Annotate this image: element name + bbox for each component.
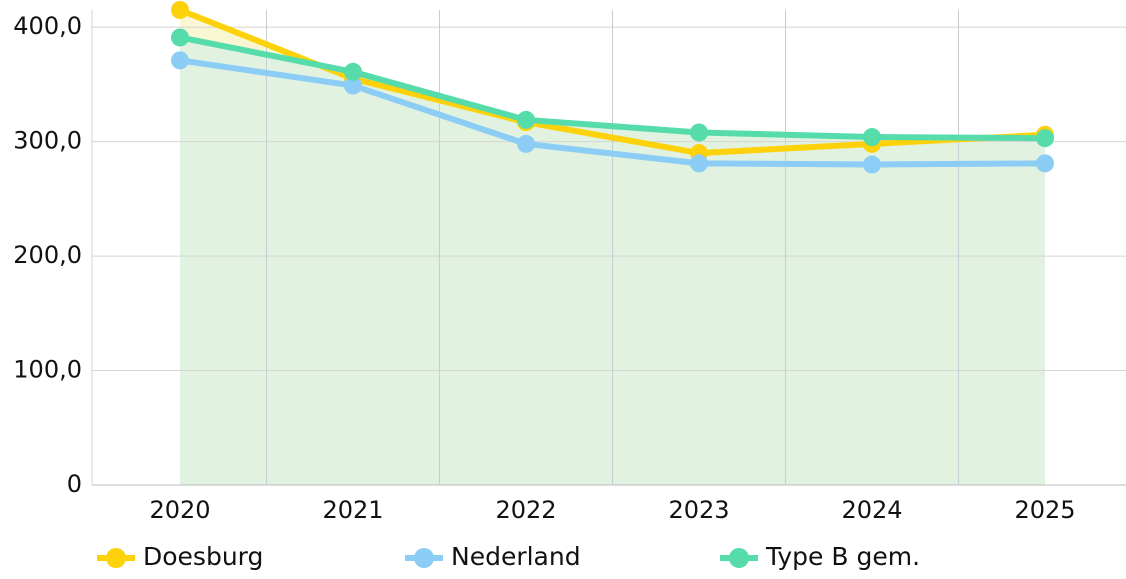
series-line [179, 34, 1046, 142]
y-tick-label: 200,0 [13, 241, 82, 269]
point [517, 110, 535, 129]
y-tick-label: 300,0 [13, 127, 82, 155]
x-tick-label: 2024 [841, 496, 902, 524]
x-tick-label: 2025 [1014, 496, 1075, 524]
legend-label: Type B gem. [765, 542, 920, 571]
point [344, 62, 362, 81]
point [171, 28, 189, 47]
point [863, 155, 881, 174]
legend-marker [106, 548, 126, 568]
point [690, 123, 708, 142]
y-tick-label: 0 [67, 470, 82, 498]
x-tick-label: 2023 [668, 496, 729, 524]
series-line [179, 57, 1046, 168]
point [1036, 154, 1054, 173]
x-tick-label: 2020 [149, 496, 210, 524]
x-tick-label: 2022 [495, 496, 556, 524]
point [690, 154, 708, 173]
point [171, 51, 189, 70]
point [344, 76, 362, 95]
x-tick-label: 2021 [322, 496, 383, 524]
legend-marker [414, 548, 434, 568]
legend-label: Doesburg [143, 542, 263, 571]
point [863, 128, 881, 147]
legend-marker [729, 548, 749, 568]
legend-label: Nederland [451, 542, 581, 571]
y-tick-label: 400,0 [13, 12, 82, 40]
point [171, 1, 189, 19]
point [517, 134, 535, 153]
y-tick-label: 100,0 [13, 356, 82, 384]
point [1036, 129, 1054, 148]
